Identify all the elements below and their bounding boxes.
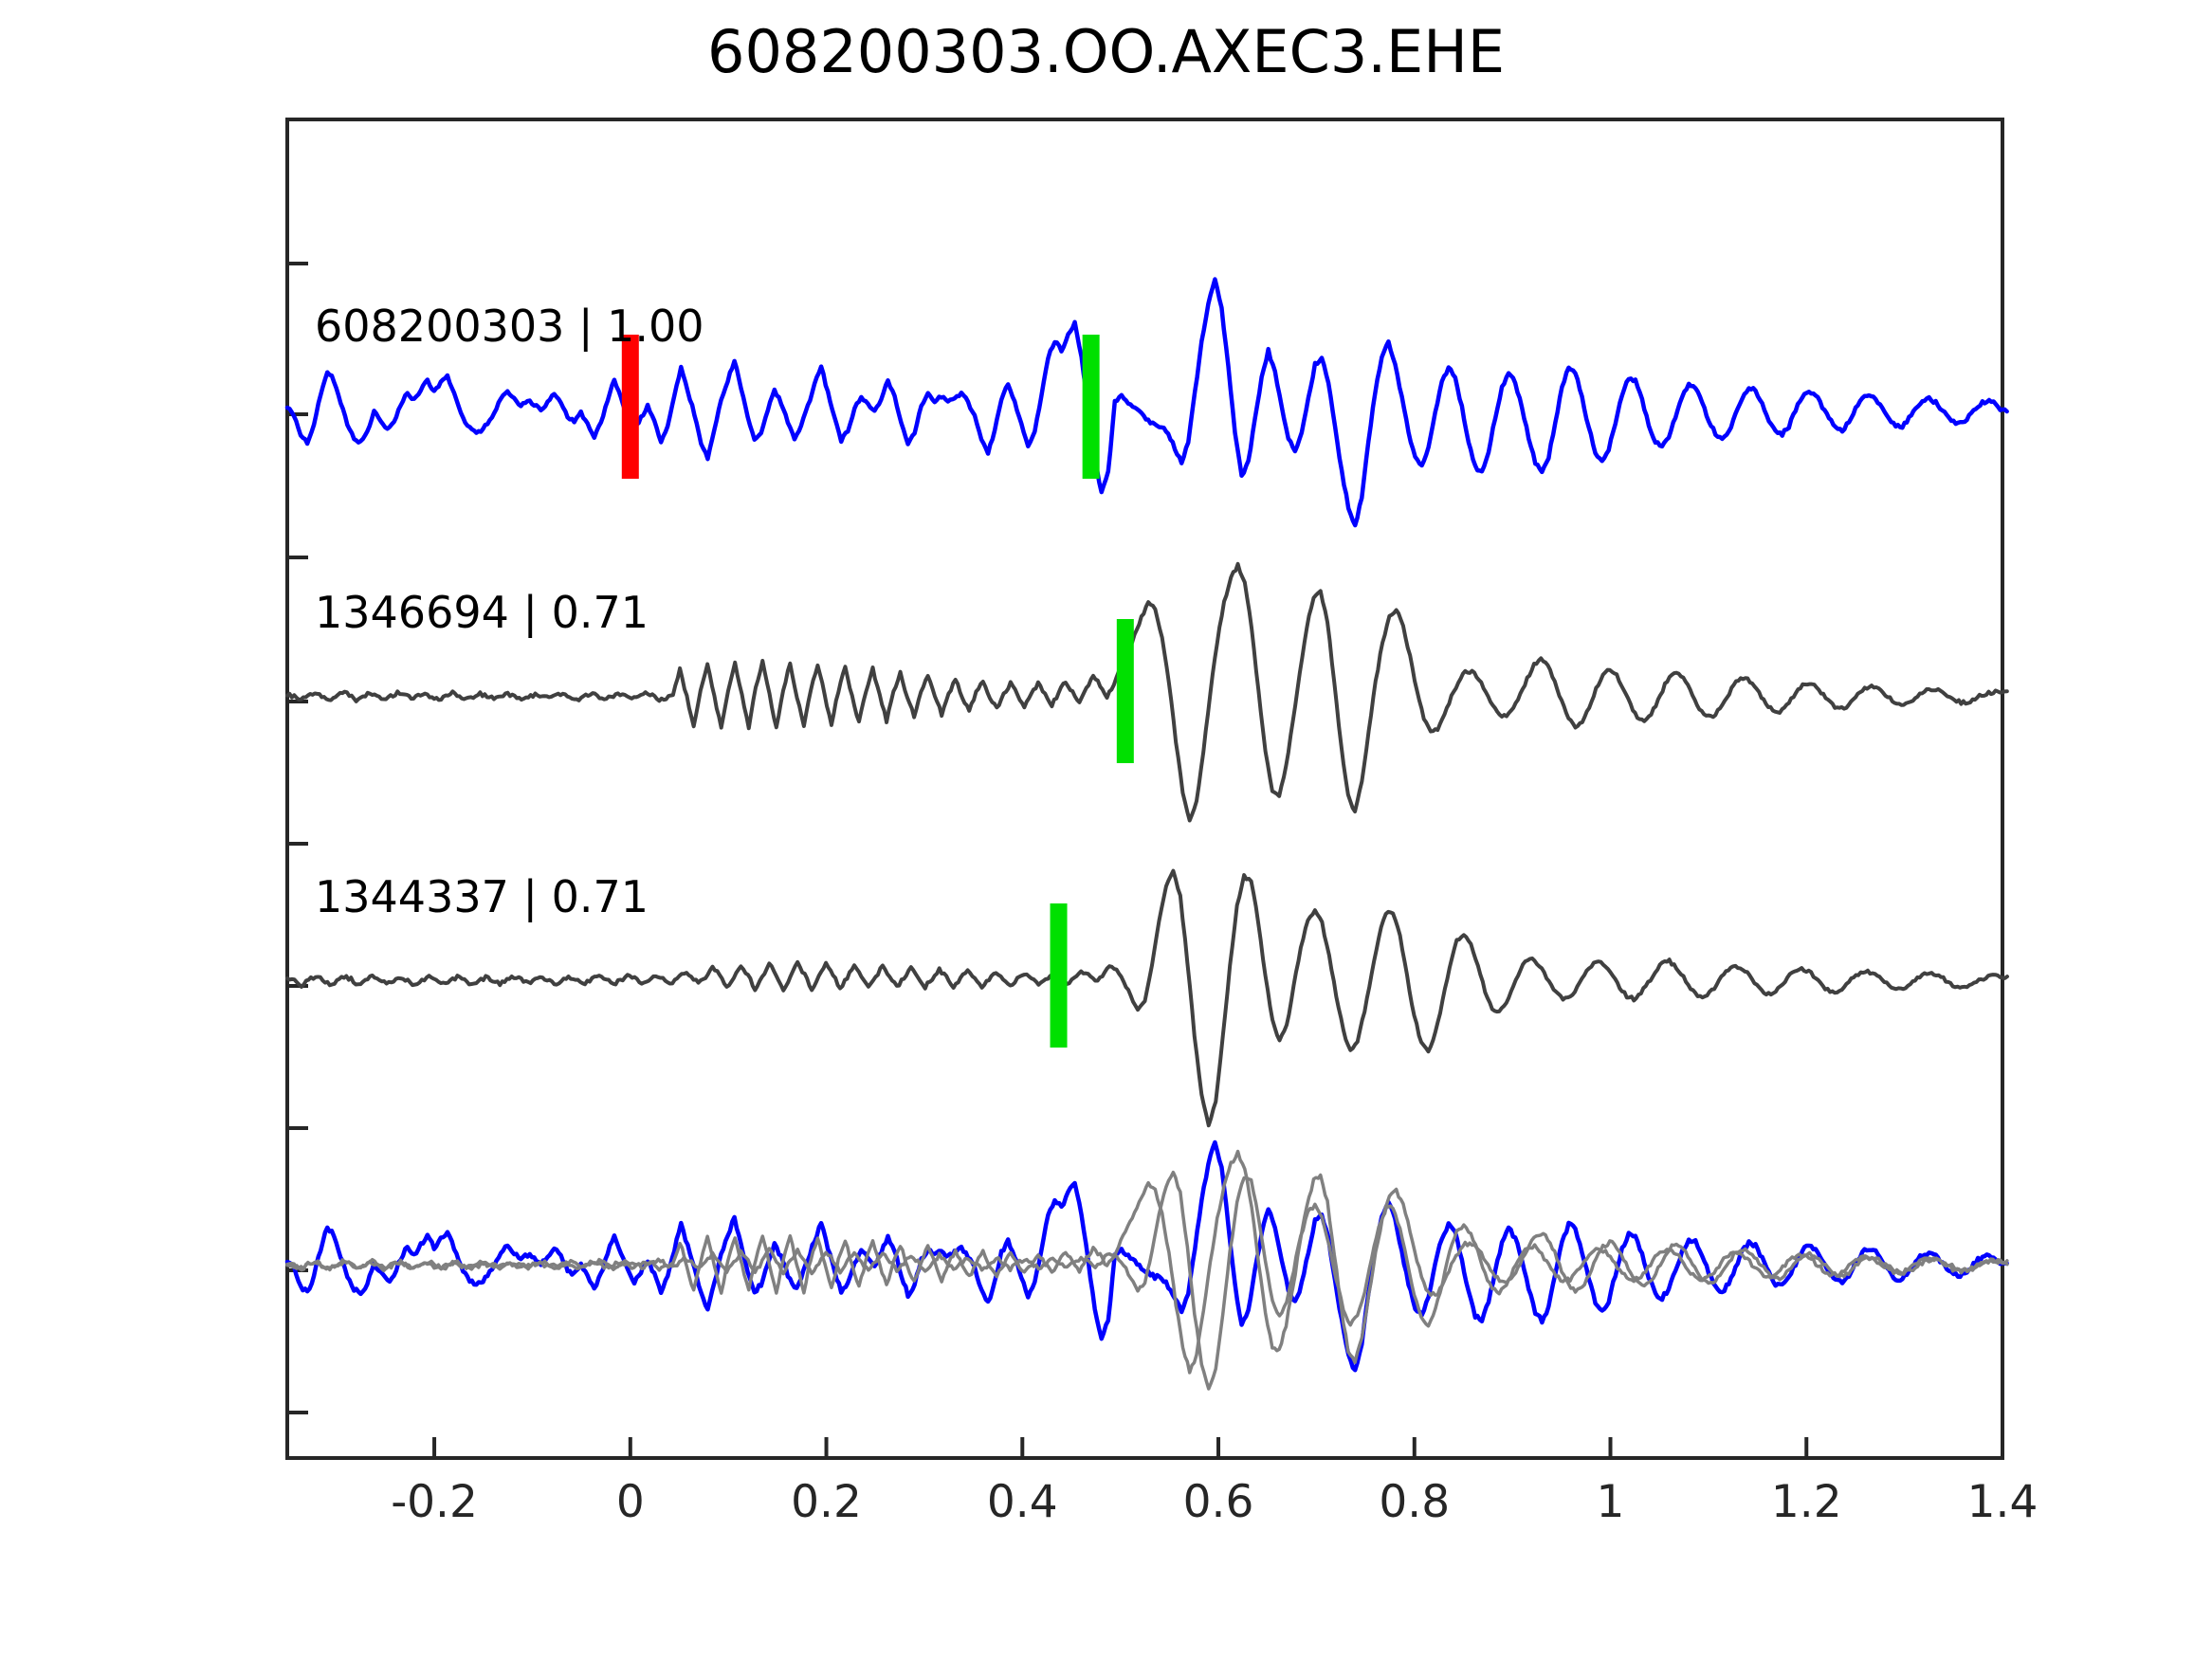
- trace-label: 1346694 | 0.71: [315, 587, 649, 639]
- x-axis-tick-label: 1: [1597, 1476, 1625, 1528]
- x-axis-tick-layer: -0.2 0 0.2 0.4 0.6 0.8 1 1.2 1.4: [391, 1437, 2038, 1528]
- phase-pick-marker: [1116, 619, 1134, 763]
- trace-label: 1344337 | 0.71: [315, 871, 649, 923]
- phase-pick-marker: [1050, 903, 1068, 1048]
- trace-layer: [284, 277, 2009, 1391]
- x-axis-tick-label: 0.8: [1379, 1476, 1450, 1528]
- overlay-waveform-trace: [285, 1149, 2009, 1375]
- x-axis-tick-label: 0.4: [987, 1476, 1058, 1528]
- x-axis-tick-label: 0: [616, 1476, 645, 1528]
- x-axis-tick-label: -0.2: [391, 1476, 478, 1528]
- waveform-trace: [284, 277, 2009, 528]
- page-title: 608200303.OO.AXEC3.EHE: [707, 17, 1505, 86]
- trace-label-layer: 608200303 | 1.00 1346694 | 0.71 1344337 | …: [315, 301, 704, 923]
- phase-pick-marker: [1082, 335, 1100, 479]
- x-axis-tick-label: 1.2: [1771, 1476, 1842, 1528]
- marker-layer: [621, 335, 1134, 1048]
- trace-label: 608200303 | 1.00: [315, 301, 704, 353]
- x-axis-tick-label: 0.6: [1183, 1476, 1254, 1528]
- x-axis-tick-label: 0.2: [791, 1476, 862, 1528]
- overlay-waveform-trace: [284, 1139, 2009, 1373]
- overlay-waveform-trace: [285, 1170, 2009, 1391]
- waveform-trace: [285, 868, 2009, 1128]
- x-axis-tick-label: 1.4: [1967, 1476, 2038, 1528]
- origin-time-marker: [621, 335, 639, 479]
- waveform-trace: [285, 561, 2009, 823]
